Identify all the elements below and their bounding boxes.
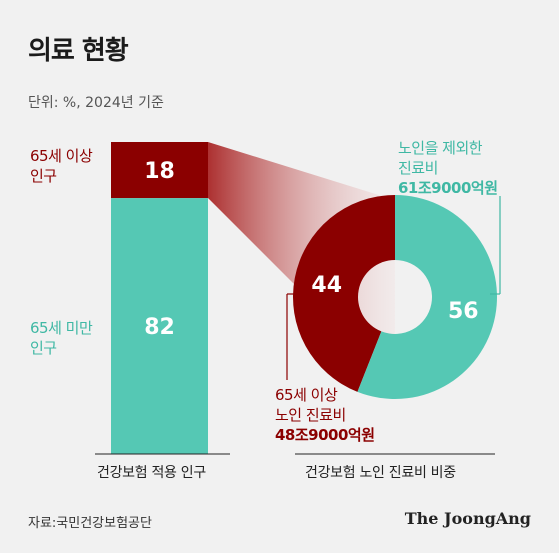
bar-top-label: 65세 이상 인구 [30, 147, 93, 185]
brand-logo: The JoongAng [404, 509, 531, 528]
donut-right-label: 노인을 제외한 진료비 61조9000억원 [398, 139, 498, 197]
donut-value-label-1: 56 [448, 299, 479, 324]
donut-slice-0 [293, 195, 395, 392]
donut-caption: 건강보험 노인 진료비 비중 [305, 465, 456, 481]
chart-title: 의료 현황 [28, 36, 129, 66]
bar-caption: 건강보험 적용 인구 [97, 465, 206, 481]
donut-chart: 44 56 [293, 195, 497, 399]
donut-slice-1 [357, 195, 497, 399]
source-note: 자료:국민건강보험공단 [28, 516, 152, 531]
bar-bottom-label: 65세 미만 인구 [30, 319, 93, 357]
donut-value-label-0: 44 [311, 273, 342, 298]
unit-note: 단위: %, 2024년 기준 [28, 95, 164, 111]
bar-segment-0 [111, 142, 208, 199]
bar-value-label-0: 18 [144, 159, 175, 184]
donut-left-label: 65세 이상 노인 진료비 48조9000억원 [275, 386, 375, 444]
bar-segment-1 [111, 198, 208, 454]
bar-value-label-1: 82 [144, 315, 175, 340]
